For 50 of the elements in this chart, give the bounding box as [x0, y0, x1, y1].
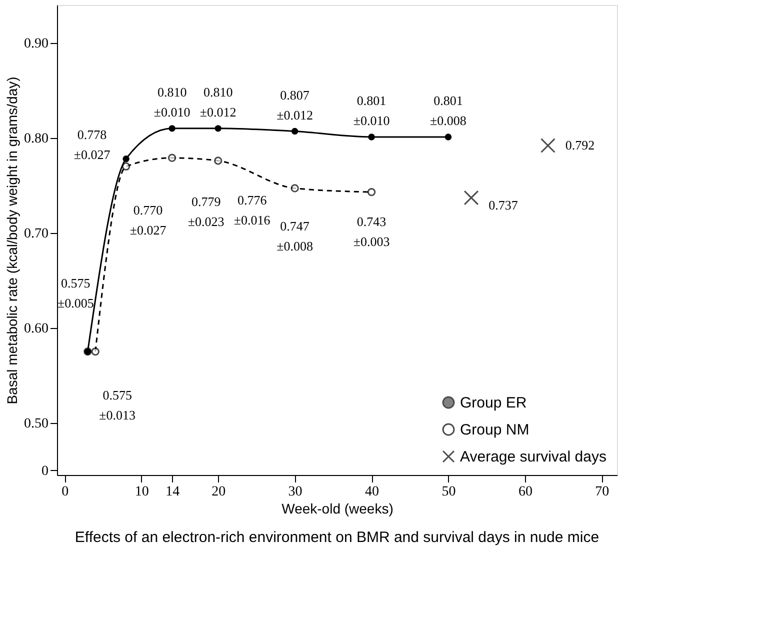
data-label: 0.792: [565, 138, 595, 153]
point: [464, 190, 479, 206]
point: [368, 134, 375, 140]
point: [122, 162, 130, 171]
y-tick-label: 0.60: [24, 321, 48, 336]
data-label: 0.807 ±0.012: [276, 87, 314, 122]
data-label: 0.779 ±0.023: [188, 194, 224, 229]
data-label: 0.737: [488, 198, 518, 213]
legend-label: Group ER: [460, 394, 527, 412]
point: [91, 347, 100, 356]
data-label: 0.778 ±0.027: [74, 126, 111, 162]
data-label: 0.776 ±0.016: [234, 192, 271, 228]
y-tick-label: 0.90: [24, 36, 48, 52]
x-tick-label: 60: [518, 484, 532, 500]
legend-label: Group NM: [460, 422, 530, 438]
point: [168, 125, 176, 132]
x-tick-label: 14: [166, 484, 180, 500]
point: [444, 134, 452, 140]
point: [290, 184, 299, 192]
point: [291, 128, 298, 135]
point: [168, 154, 176, 162]
x-tick-label: 70: [595, 484, 610, 500]
x-tick-label: 20: [212, 484, 226, 500]
x-tick-label: 40: [365, 484, 380, 500]
data-label: 0.747 ±0.008: [276, 218, 314, 254]
x-tick-label: 0: [62, 484, 69, 500]
point: [122, 155, 130, 162]
x-tick-label: 10: [134, 484, 149, 500]
y-tick-label: 0.80: [24, 131, 48, 146]
y-tick-label: 0: [42, 464, 48, 479]
point: [367, 188, 376, 196]
data-label: 0.801 ±0.008: [430, 92, 466, 128]
legend-label: Average survival days: [460, 448, 606, 466]
text: Effects of an electron-rich environment on BMR and survival days in nude mice: [74, 529, 600, 546]
data-label: 0.770 ±0.027: [130, 202, 167, 238]
data-label: 0.743 ±0.003: [353, 214, 390, 250]
y-axis-title: Basal metabolic rate (kcal/body weight in grams/day): [4, 76, 20, 404]
y-tick-label: 0.50: [24, 416, 48, 432]
point: [214, 125, 222, 132]
data-label: 0.810 ±0.012: [200, 84, 236, 120]
data-label: 0.575 ±0.005: [57, 276, 94, 311]
data-label: 0.801 ±0.010: [353, 92, 390, 128]
data-label: 0.810 ±0.010: [154, 84, 190, 120]
x-tick-label: 50: [442, 484, 456, 500]
data-label: 0.575 ±0.013: [99, 388, 136, 423]
y-tick-label: 0.70: [24, 226, 48, 242]
x-tick-label: 30: [288, 484, 302, 500]
x-axis-title: Week-old (weeks): [282, 500, 394, 516]
point: [214, 156, 222, 165]
point: [540, 138, 556, 153]
